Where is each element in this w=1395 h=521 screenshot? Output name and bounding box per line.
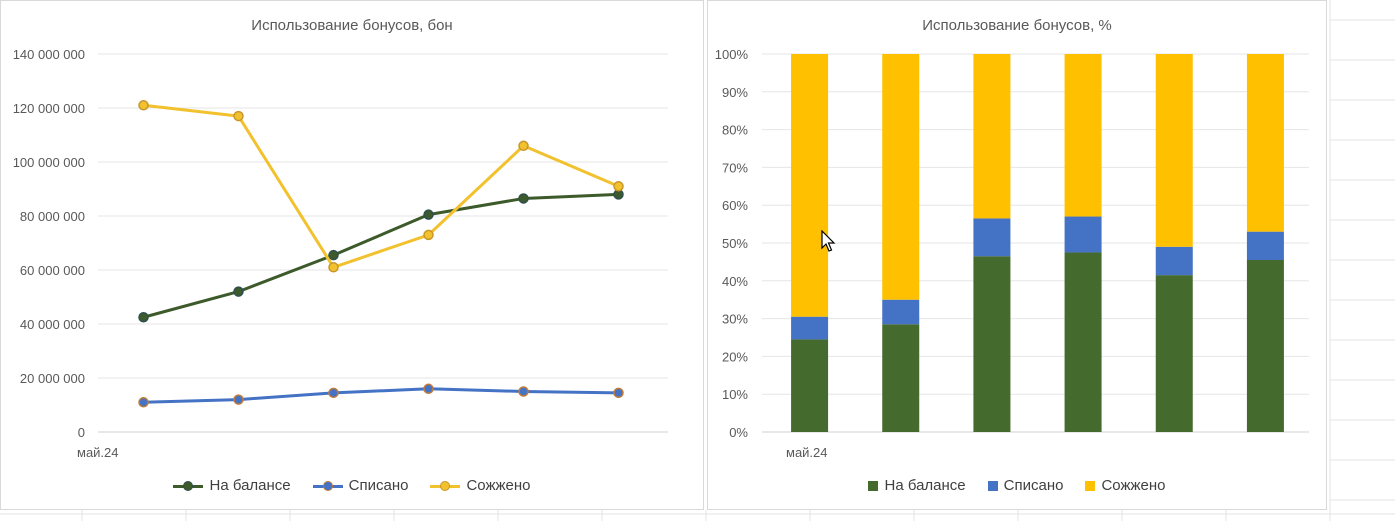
chart-legend: На балансе Списано Сожжено: [1, 477, 703, 494]
data-point: [138, 100, 149, 111]
legend-swatch: [1085, 480, 1096, 491]
legend-label: На балансе: [884, 477, 966, 494]
y-tick-label: 70%: [722, 160, 748, 175]
legend-item-balance: На балансе: [868, 477, 966, 494]
bar-segment: [1246, 231, 1284, 261]
y-tick-label: 0%: [729, 425, 748, 440]
data-point: [518, 140, 529, 152]
y-tick-label: 120 000 000: [13, 101, 85, 116]
bar-segment: [1064, 216, 1102, 253]
bar-segment: [882, 324, 920, 432]
bar-segment: [973, 256, 1011, 432]
chart-title: Использование бонусов, %: [922, 17, 1112, 34]
y-tick-label: 20 000 000: [20, 371, 85, 386]
legend-swatch: [987, 480, 998, 491]
legend-label: Списано: [1003, 477, 1064, 494]
data-point: [613, 181, 624, 192]
y-tick-label: 100%: [715, 47, 749, 62]
x-tick-label: май.24: [77, 445, 119, 460]
data-point: [518, 193, 529, 204]
legend-line-marker: [173, 480, 204, 492]
bar-segment: [882, 299, 920, 325]
y-tick-label: 80%: [722, 123, 748, 138]
bar-segment: [791, 339, 829, 432]
bar-segment: [1064, 252, 1102, 432]
y-tick-label: 60%: [722, 198, 748, 213]
data-point: [328, 387, 339, 399]
y-tick-label: 40%: [722, 274, 748, 289]
data-point: [423, 383, 434, 395]
bar-segment: [973, 54, 1011, 219]
line-chart: 140 000 000 120 000 000 100 000 000 80 000 …: [13, 47, 668, 460]
bar-segment: [973, 218, 1011, 257]
legend-line-marker: [312, 480, 343, 492]
y-tick-label: 10%: [722, 387, 748, 402]
data-point: [613, 387, 624, 399]
legend-item-burned: Сожжено: [430, 477, 531, 494]
bar-chart: 100% 90% 80% 70% 60% 50% 40% 30% 20% 10% 0% май.24: [715, 47, 1309, 460]
series-line: [143, 387, 619, 404]
x-tick-label: май.24: [786, 445, 828, 460]
data-point: [328, 249, 339, 261]
chart-legend: На балансе Списано Сожжено: [708, 477, 1326, 494]
bar-segment: [1246, 54, 1284, 232]
bar-segment: [1155, 275, 1193, 432]
bar-segment: [791, 316, 829, 340]
line-chart-panel[interactable]: Использование бонусов, бон 140 000 000 12…: [0, 0, 704, 510]
bar-segment: [882, 54, 920, 300]
data-point: [138, 312, 149, 323]
legend-label: Сожжено: [466, 477, 531, 494]
data-point: [233, 394, 244, 405]
y-tick-label: 30%: [722, 312, 748, 327]
data-point: [233, 110, 244, 122]
y-tick-label: 100 000 000: [13, 155, 85, 170]
legend-swatch: [868, 480, 879, 491]
legend-label: Сожжено: [1101, 477, 1166, 494]
legend-item-written-off: Списано: [312, 477, 409, 494]
bar-segment: [1155, 246, 1193, 276]
legend-label: Списано: [348, 477, 409, 494]
bar-chart-panel[interactable]: Использование бонусов, % 100% 90% 80% 70% 60…: [707, 0, 1327, 510]
chart-title: Использование бонусов, бон: [251, 17, 453, 34]
data-point: [233, 286, 244, 297]
bar-segment: [1246, 260, 1284, 432]
data-point: [423, 229, 434, 241]
y-tick-label: 50%: [722, 236, 748, 251]
mouse-cursor-icon: [821, 230, 836, 252]
y-tick-label: 40 000 000: [20, 317, 85, 332]
legend-item-written-off: Списано: [987, 477, 1064, 494]
y-tick-label: 140 000 000: [13, 47, 85, 62]
bar-segment: [791, 54, 829, 317]
y-tick-label: 80 000 000: [20, 209, 85, 224]
legend-item-burned: Сожжено: [1085, 477, 1166, 494]
bar-segment: [1155, 54, 1193, 247]
y-tick-label: 20%: [722, 349, 748, 364]
data-point: [138, 397, 149, 408]
y-tick-label: 60 000 000: [20, 263, 85, 278]
y-tick-label: 0: [78, 425, 85, 440]
legend-item-balance: На балансе: [173, 477, 291, 494]
data-point: [328, 262, 339, 273]
data-point: [518, 386, 529, 397]
legend-line-marker: [430, 480, 461, 492]
bar-segment: [1064, 54, 1102, 217]
series-line: [143, 103, 620, 269]
y-tick-label: 90%: [722, 85, 748, 100]
data-point: [423, 209, 434, 220]
legend-label: На балансе: [209, 477, 291, 494]
series-line: [143, 192, 619, 319]
